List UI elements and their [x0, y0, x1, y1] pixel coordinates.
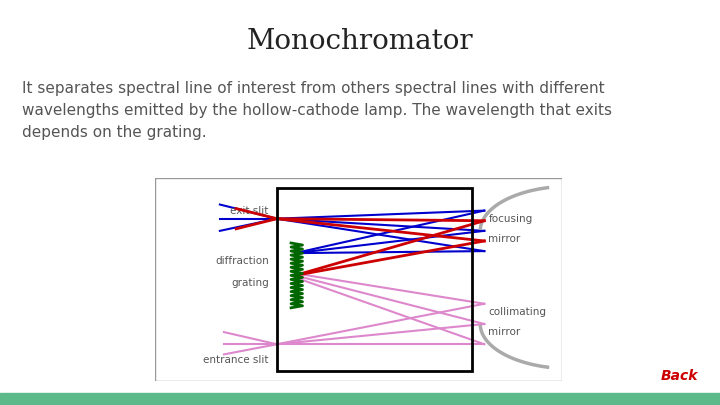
Text: It separates spectral line of interest from others spectral lines with different: It separates spectral line of interest f…: [22, 81, 611, 141]
Text: collimating: collimating: [488, 307, 546, 317]
Text: grating: grating: [231, 279, 269, 288]
Text: Back: Back: [661, 369, 698, 383]
Text: mirror: mirror: [488, 327, 521, 337]
Text: Monochromator: Monochromator: [247, 28, 473, 55]
Text: exit slit: exit slit: [230, 206, 269, 215]
Bar: [276, 188, 472, 371]
Bar: [0, 393, 720, 405]
Text: mirror: mirror: [488, 234, 521, 244]
Text: focusing: focusing: [488, 214, 533, 224]
Text: diffraction: diffraction: [215, 256, 269, 266]
Text: entrance slit: entrance slit: [203, 356, 269, 365]
